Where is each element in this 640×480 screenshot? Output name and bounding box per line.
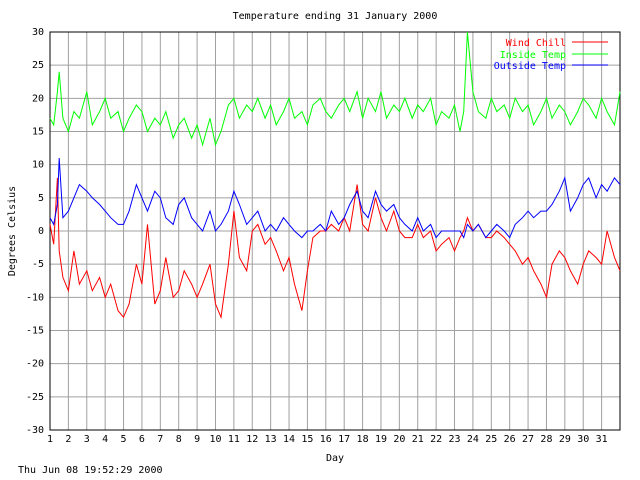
y-tick-label: 25 [32,60,44,71]
legend-label-inside-temp: Inside Temp [500,50,566,61]
x-tick-label: 25 [485,434,497,445]
y-axis-label: Degrees Celsius [7,186,18,276]
x-tick-label: 19 [375,434,387,445]
y-tick-label: -30 [26,425,44,436]
y-tick-label: -25 [26,392,44,403]
x-tick-label: 22 [430,434,442,445]
x-tick-label: 1 [47,434,53,445]
x-tick-label: 16 [320,434,332,445]
x-axis-label: Day [326,453,344,464]
y-tick-label: -10 [26,292,44,303]
series-line-wind-chill [49,177,621,320]
x-tick-label: 24 [467,434,479,445]
x-tick-label: 14 [283,434,295,445]
series-lines [49,31,621,320]
x-tick-label: 7 [157,434,163,445]
x-tick-label: 17 [338,434,350,445]
x-tick-label: 9 [194,434,200,445]
series-line-inside-temp [49,31,621,147]
x-tick-label: 2 [65,434,71,445]
x-tick-label: 31 [596,434,608,445]
x-tick-label: 27 [522,434,534,445]
y-tick-label: -20 [26,359,44,370]
x-tick-label: 18 [357,434,369,445]
x-tick-label: 8 [176,434,182,445]
x-tick-label: 5 [121,434,127,445]
legend-label-outside-temp: Outside Temp [494,61,566,72]
x-tick-label: 15 [301,434,313,445]
y-tick-label: -15 [26,326,44,337]
x-tick-label: 30 [577,434,589,445]
x-tick-label: 21 [412,434,424,445]
x-tick-label: 12 [246,434,258,445]
x-tick-label: 20 [393,434,405,445]
y-tick-label: 10 [32,160,44,171]
x-tick-label: 29 [559,434,571,445]
x-tick-label: 28 [540,434,552,445]
x-tick-label: 4 [102,434,108,445]
x-tick-label: 6 [139,434,145,445]
legend: Wind Chill Inside Temp Outside Temp [494,38,608,72]
generated-timestamp: Thu Jun 08 19:52:29 2000 [18,465,163,476]
plot-frame [49,31,621,431]
chart-title: Temperature ending 31 January 2000 [233,11,438,22]
y-tick-label: 5 [38,193,44,204]
x-tick-labels: 1 2 3 4 5 6 7 8 9 10 11 12 13 14 15 16 17 18 19 20 21 22 23 24 2… [47,434,608,445]
x-tick-label: 26 [504,434,516,445]
series-line-outside-temp [49,157,621,239]
x-tick-label: 13 [265,434,277,445]
y-tick-label: 20 [32,93,44,104]
y-tick-label: -5 [32,259,44,270]
x-tick-label: 11 [228,434,240,445]
x-tick-label: 10 [209,434,221,445]
x-tick-label: 3 [84,434,90,445]
y-tick-label: 30 [32,27,44,38]
y-tick-label: 0 [38,226,44,237]
legend-label-wind-chill: Wind Chill [506,38,566,49]
x-tick-label: 23 [448,434,460,445]
y-tick-labels: -30 -25 -20 -15 -10 -5 0 5 10 15 20 25 30 [26,27,44,436]
y-tick-label: 15 [32,127,44,138]
